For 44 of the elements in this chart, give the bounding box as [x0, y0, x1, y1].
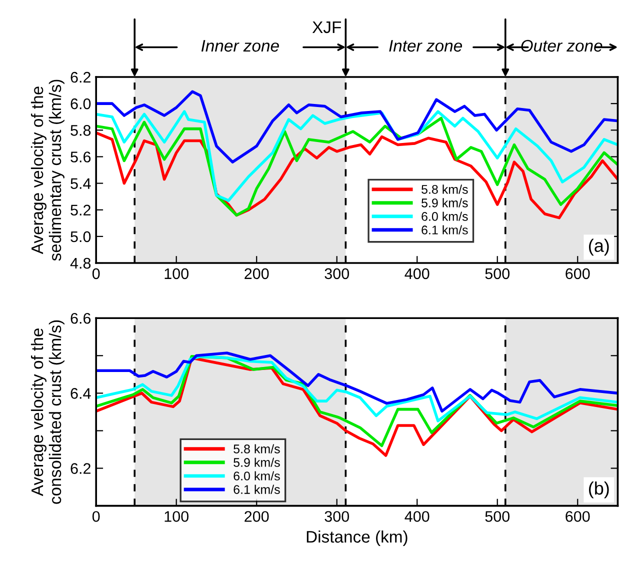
y-tick-label: 6.2 [70, 72, 90, 83]
legend-label: 5.9 km/s [422, 198, 468, 208]
y-tick-label: 5.6 [70, 152, 91, 162]
legend-label: 6.0 km/s [422, 212, 468, 221]
x-tick-label: 600 [566, 511, 590, 522]
x-tick-label: 0 [92, 268, 100, 280]
annotation: (b) [588, 481, 609, 498]
y-tick-label: 6.6 [70, 312, 91, 324]
x-tick-label: 500 [485, 511, 510, 522]
x-tick-label: 600 [566, 268, 590, 280]
x-tick-label: 400 [404, 511, 430, 522]
line-series [96, 90, 618, 164]
ref-line-label: XJF [312, 21, 342, 34]
y-tick-label: 4.8 [70, 258, 91, 269]
legend-label: 6.1 km/s [422, 225, 468, 234]
x-tick-label: 100 [164, 511, 188, 522]
line-series [96, 352, 618, 413]
x-tick-label: 500 [485, 268, 510, 280]
legend-label: 5.8 km/s [422, 184, 468, 194]
text: Inner zone [201, 40, 279, 52]
text: Inter zone [389, 40, 462, 52]
x-tick-label: 200 [244, 511, 269, 522]
legend-label: 6.0 km/s [234, 471, 280, 480]
x-tick-label: 300 [324, 511, 350, 522]
legend-label: 5.9 km/s [234, 458, 280, 467]
line-series [96, 354, 618, 422]
legend-label: 5.8 km/s [234, 444, 280, 454]
y-tick-label: 6.2 [70, 463, 90, 474]
x-tick-label: 400 [404, 268, 430, 280]
y-axis-title: Average velocity of the sedimentary crust (km/s) [30, 80, 64, 261]
annotation: (a) [588, 238, 609, 256]
x-tick-label: 100 [164, 268, 188, 280]
y-tick-label: 5.4 [70, 178, 91, 189]
y-axis-title: Average velocity of the consolidated crust (km/s) [30, 320, 64, 504]
x-axis-title: Distance (km) [306, 530, 408, 546]
y-tick-label: 6.4 [70, 388, 91, 399]
y-tick-label: 5.0 [70, 231, 91, 242]
x-tick-label: 300 [324, 268, 350, 280]
y-tick-label: 6.0 [70, 98, 91, 110]
x-tick-label: 0 [92, 511, 100, 522]
legend-label: 6.1 km/s [234, 484, 280, 494]
x-tick-label: 200 [244, 268, 269, 280]
y-tick-label: 5.8 [70, 125, 91, 136]
y-tick-label: 5.2 [70, 204, 90, 216]
